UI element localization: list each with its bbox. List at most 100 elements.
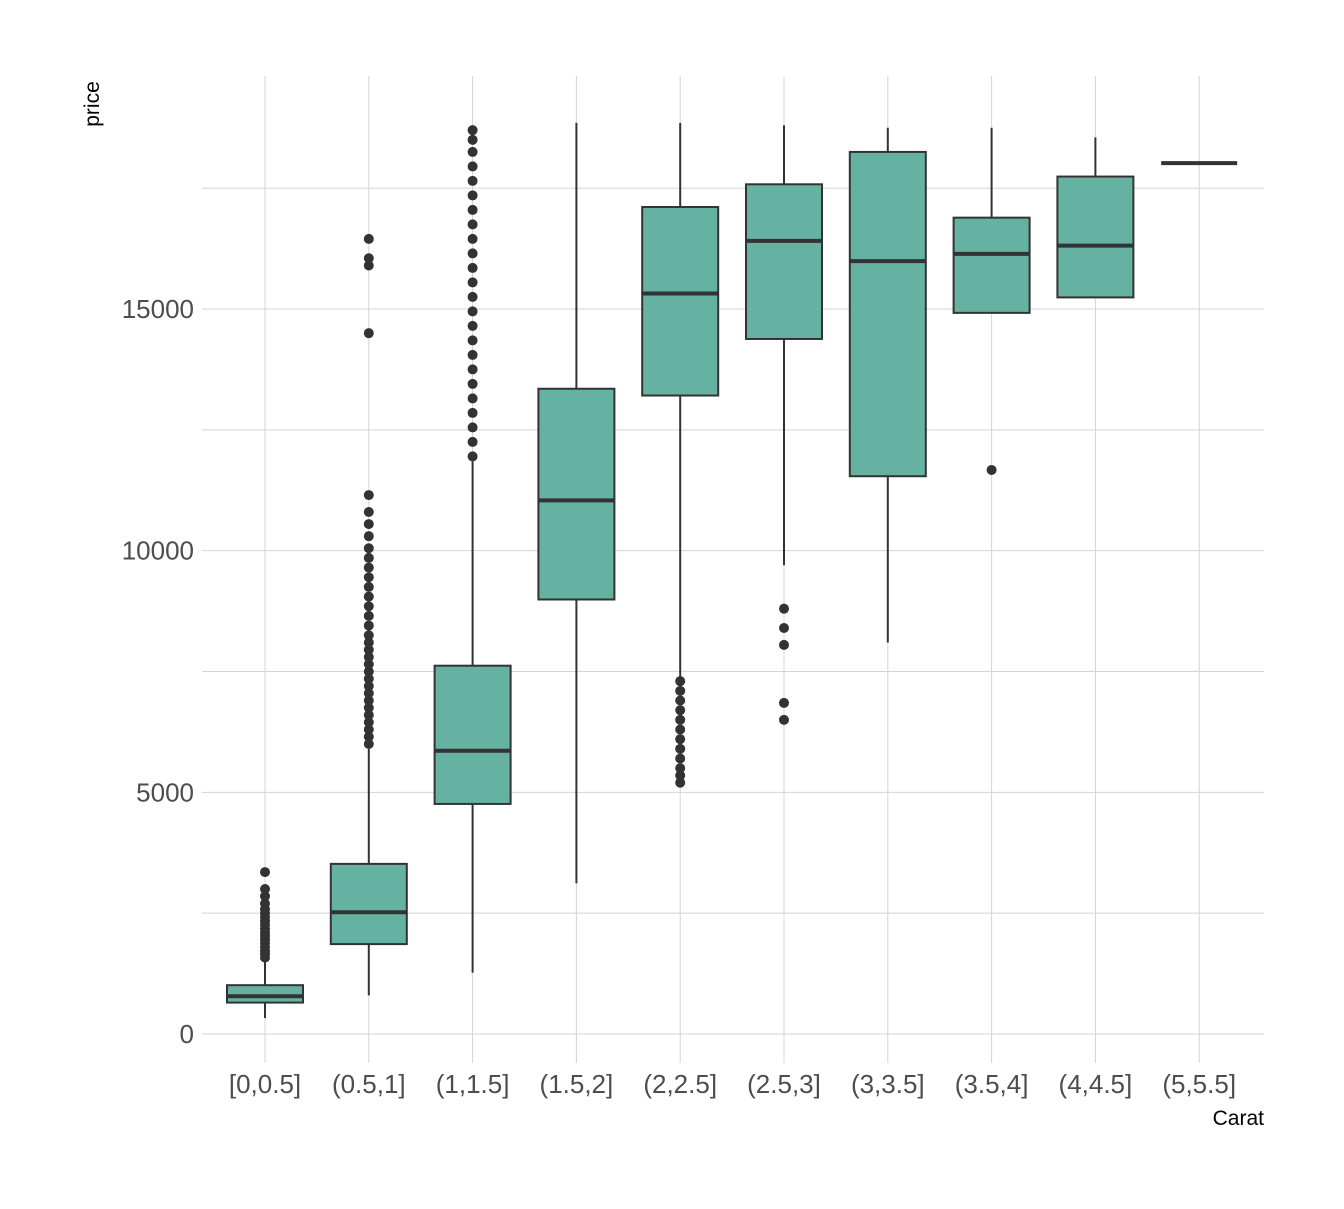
outlier-point xyxy=(363,591,374,602)
outlier-point xyxy=(467,422,478,433)
outlier-point xyxy=(467,161,478,172)
x-axis-title: Carat xyxy=(1213,1107,1265,1130)
x-tick-label: (3,3.5] xyxy=(851,1069,925,1099)
y-tick-label: 15000 xyxy=(122,294,194,324)
outlier-point xyxy=(467,451,478,462)
outlier-point xyxy=(467,233,478,244)
outlier-point xyxy=(363,260,374,271)
outlier-point xyxy=(260,891,270,902)
outlier-point xyxy=(779,697,789,708)
box-plots xyxy=(226,122,1238,1019)
outlier-point xyxy=(363,681,374,691)
outlier-point xyxy=(363,702,374,713)
box-3 xyxy=(433,125,512,973)
outlier-point xyxy=(675,770,686,781)
outlier-point xyxy=(363,739,374,749)
outlier-point xyxy=(467,219,478,230)
box-iqr xyxy=(1056,175,1135,299)
x-tick-label: (5,5.5] xyxy=(1162,1069,1236,1099)
outlier-point xyxy=(467,407,478,418)
y-tick-label: 0 xyxy=(180,1019,194,1049)
outlier-point xyxy=(467,320,478,331)
outlier-point xyxy=(363,507,374,517)
y-axis-ticks: 0 5000 10000 15000 xyxy=(122,294,194,1049)
outlier-point xyxy=(675,763,686,774)
outlier-point xyxy=(363,253,374,264)
outlier-point xyxy=(363,233,374,244)
box-iqr xyxy=(329,862,408,946)
outlier-point xyxy=(260,884,270,894)
box-iqr xyxy=(641,206,720,397)
outlier-point xyxy=(467,277,478,288)
outlier-point xyxy=(363,543,374,554)
x-tick-label: (4,4.5] xyxy=(1059,1069,1133,1099)
outlier-point xyxy=(260,867,270,878)
outlier-point xyxy=(363,637,374,648)
outlier-point xyxy=(363,630,374,641)
x-tick-label: (3.5,4] xyxy=(955,1069,1029,1099)
box-iqr xyxy=(848,150,927,478)
x-tick-label: (1.5,2] xyxy=(540,1069,614,1099)
outlier-point xyxy=(986,464,997,475)
outlier-point xyxy=(363,717,374,728)
outlier-point xyxy=(467,262,478,273)
outlier-point xyxy=(467,393,478,404)
outlier-point xyxy=(467,175,478,186)
outlier-point xyxy=(260,898,270,909)
x-axis-ticks: [0,0.5] (0.5,1] (1,1.5] (1.5,2] (2,2.5] (2.5,… xyxy=(229,1069,1236,1099)
outlier-point xyxy=(363,652,374,662)
outlier-point xyxy=(675,724,686,735)
y-tick-label: 5000 xyxy=(136,777,194,807)
outlier-point xyxy=(779,714,789,725)
outlier-point xyxy=(467,364,478,375)
x-tick-label: (2,2.5] xyxy=(643,1069,717,1099)
outlier-point xyxy=(467,146,478,157)
outlier-point xyxy=(363,659,374,670)
outlier-point xyxy=(675,734,686,745)
outlier-point xyxy=(675,695,686,706)
box-9 xyxy=(1056,137,1135,299)
outlier-point xyxy=(467,291,478,302)
outlier-point xyxy=(363,731,374,742)
outlier-point xyxy=(363,490,374,501)
outlier-point xyxy=(675,714,686,725)
outlier-point xyxy=(363,562,374,573)
outlier-point xyxy=(363,673,374,684)
box-7 xyxy=(848,127,927,643)
outlier-point xyxy=(363,572,374,583)
outlier-point xyxy=(467,436,478,447)
outlier-point xyxy=(467,134,478,145)
box-iqr xyxy=(952,216,1031,314)
outlier-point xyxy=(363,688,374,699)
box-5 xyxy=(641,122,720,788)
outlier-point xyxy=(363,328,374,339)
outlier-point xyxy=(363,601,374,612)
outlier-point xyxy=(675,705,686,716)
outlier-point xyxy=(363,552,374,563)
box-iqr xyxy=(226,984,304,1004)
x-tick-label: [0,0.5] xyxy=(229,1069,301,1099)
outlier-point xyxy=(779,603,789,614)
box-6 xyxy=(745,125,823,725)
outlier-point xyxy=(363,531,374,542)
outlier-point xyxy=(675,743,686,754)
outlier-point xyxy=(363,710,374,720)
y-axis-title: price xyxy=(81,81,104,127)
outlier-point xyxy=(363,695,374,706)
outlier-point xyxy=(363,519,374,530)
box-iqr xyxy=(433,664,512,805)
box-2 xyxy=(329,233,408,996)
box-8 xyxy=(952,127,1031,475)
outlier-point xyxy=(675,685,686,696)
outlier-point xyxy=(675,753,686,764)
outlier-point xyxy=(779,639,789,650)
outlier-point xyxy=(467,335,478,346)
outlier-point xyxy=(363,581,374,592)
box-1 xyxy=(226,867,304,1019)
outlier-point xyxy=(675,676,686,687)
outlier-point xyxy=(363,620,374,631)
outlier-point xyxy=(363,644,374,655)
outlier-point xyxy=(363,724,374,735)
outlier-point xyxy=(467,306,478,317)
